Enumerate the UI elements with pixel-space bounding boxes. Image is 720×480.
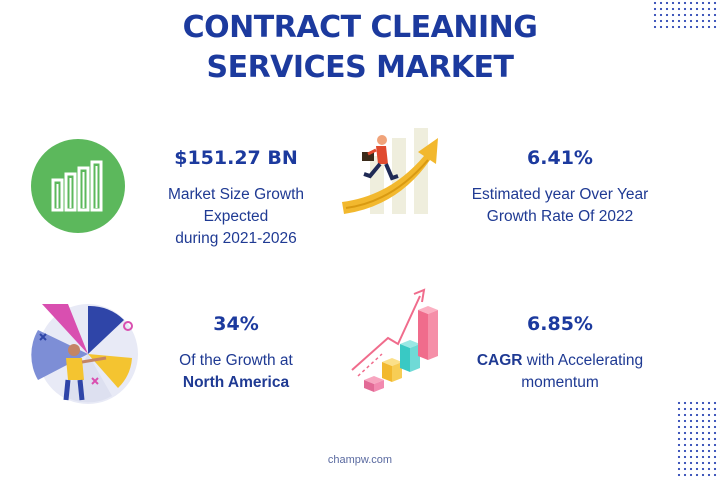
footer-website: champw.com — [327, 454, 393, 466]
pie-chart-person-icon — [31, 304, 138, 404]
stat-description: Of the Growth at North America — [150, 350, 322, 394]
stat-value: 6.41% — [527, 147, 593, 169]
stat-description: CAGR with Accelerating momentum — [450, 350, 670, 394]
desc-line: Of the Growth at — [179, 352, 293, 369]
stat-description: Estimated year Over Year Growth Rate Of … — [450, 184, 670, 228]
page-title: CONTRACT CLEANING SERVICES MARKET — [0, 8, 720, 88]
dot-pattern-top-right — [652, 0, 720, 30]
desc-line: during 2021-2026 — [175, 230, 297, 247]
desc-line: Market Size Growth — [167, 186, 305, 203]
desc-line-bold: North America — [150, 372, 322, 394]
desc-line: Expected — [203, 208, 269, 225]
stat-market-size: $151.27 BN Market Size Growth Expected d… — [150, 146, 322, 250]
stat-north-america: 34% Of the Growth at North America — [150, 312, 322, 394]
3d-bar-growth-icon — [351, 288, 438, 392]
stat-description: Market Size Growth Expected during 2021-… — [150, 184, 322, 250]
title-line-2: SERVICES MARKET — [206, 50, 514, 85]
title-line-1: CONTRACT CLEANING — [182, 10, 538, 45]
stat-value: $151.27 BN — [174, 147, 298, 169]
desc-line: momentum — [521, 374, 599, 391]
businessman-growth-arrow-icon — [342, 128, 438, 214]
stat-value: 6.85% — [527, 313, 593, 335]
stat-yoy-growth: 6.41% Estimated year Over Year Growth Ra… — [450, 146, 670, 228]
stat-cagr: 6.85% CAGR with Accelerating momentum — [450, 312, 670, 394]
region-name: North America — [182, 374, 290, 391]
dot-pattern-bottom-right — [676, 400, 720, 480]
stat-value: 34% — [213, 313, 259, 335]
desc-line: CAGR with Accelerating — [450, 350, 670, 372]
cagr-label: CAGR — [476, 352, 523, 369]
bar-chart-circle-icon — [31, 139, 125, 233]
desc-line: Growth Rate Of 2022 — [486, 208, 634, 225]
desc-line: Estimated year Over Year — [471, 186, 649, 203]
desc-rest: with Accelerating — [522, 352, 644, 369]
